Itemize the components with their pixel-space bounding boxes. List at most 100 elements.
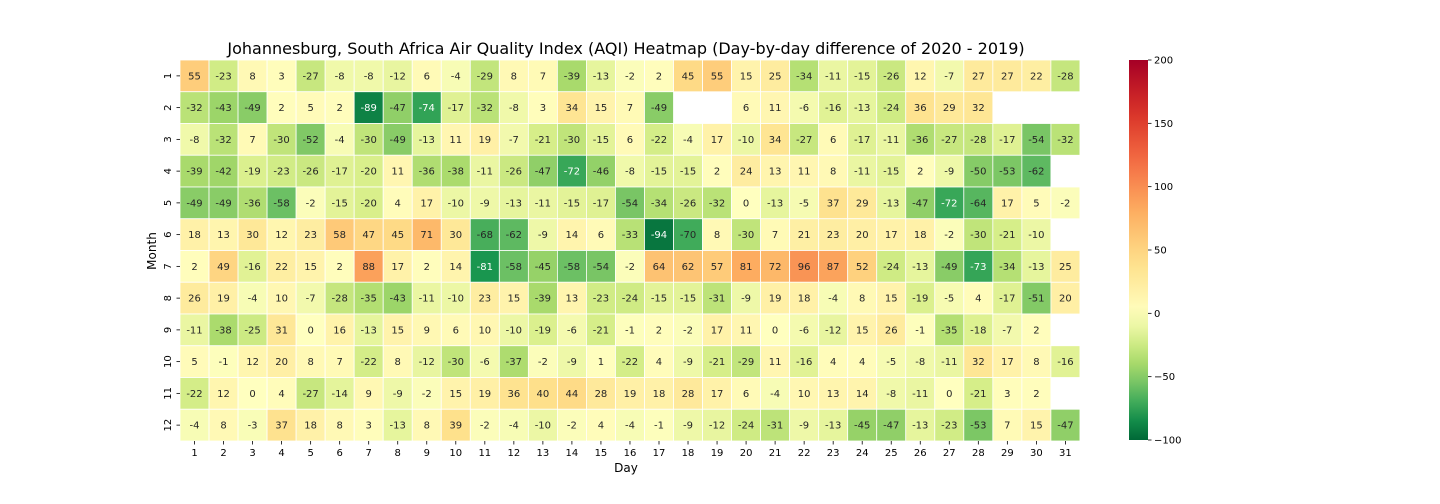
heatmap-cell-label: 14 — [449, 262, 462, 273]
heatmap-cell — [527, 123, 558, 156]
heatmap-cell-label: -22 — [651, 135, 667, 146]
heatmap-cell-label: -17 — [999, 294, 1015, 305]
y-tick-label: 5 — [163, 200, 174, 206]
heatmap-cell-label: -49 — [244, 103, 260, 114]
heatmap-cell-label: 15 — [740, 71, 753, 82]
heatmap-cell-label: -49 — [651, 103, 667, 114]
heatmap-cell-label: -16 — [796, 357, 812, 368]
heatmap-cell-label: 36 — [914, 103, 927, 114]
heatmap-cell — [527, 377, 558, 410]
heatmap-cell-label: -9 — [480, 198, 490, 209]
heatmap-cell-label: 28 — [595, 389, 608, 400]
heatmap-cell-label: 15 — [885, 294, 898, 305]
heatmap-cell — [440, 377, 471, 410]
heatmap-cell — [586, 408, 616, 442]
heatmap-cell — [847, 218, 878, 251]
heatmap-cell-label: 96 — [798, 262, 811, 273]
heatmap-cell-label: -1 — [654, 421, 664, 432]
heatmap-cell-label: 2 — [917, 167, 923, 178]
heatmap-cell-label: 8 — [220, 421, 226, 432]
heatmap-cell — [1050, 59, 1081, 93]
heatmap-cell — [556, 345, 587, 378]
heatmap-cell-label: -15 — [331, 198, 347, 209]
heatmap-cell — [382, 408, 413, 442]
heatmap-cell — [847, 408, 878, 442]
heatmap-cell-label: -20 — [361, 198, 377, 209]
heatmap-cell-label: -81 — [477, 262, 493, 273]
heatmap-cell-label: 36 — [507, 389, 520, 400]
heatmap-cell-label: -8 — [190, 135, 200, 146]
heatmap-cell-label: -20 — [361, 167, 377, 178]
heatmap-cell-label: -94 — [651, 230, 667, 241]
heatmap-cell-label: -54 — [1028, 135, 1044, 146]
heatmap-cell — [644, 154, 674, 188]
heatmap-cell-label: 10 — [275, 294, 288, 305]
heatmap-cell-label: -9 — [393, 389, 403, 400]
heatmap-cell-label: -4 — [509, 421, 519, 432]
heatmap-cell-label: 11 — [740, 325, 753, 336]
heatmap-cell-label: -15 — [564, 198, 580, 209]
heatmap-cell-label: 25 — [769, 71, 782, 82]
heatmap-cell-label: -30 — [361, 135, 377, 146]
heatmap-cell-label: 5 — [307, 103, 313, 114]
heatmap-cell — [644, 313, 674, 347]
heatmap-cell-label: 7 — [249, 135, 255, 146]
heatmap-cell — [208, 123, 239, 156]
heatmap-cell — [847, 377, 878, 410]
x-tick-label: 14 — [566, 448, 579, 459]
heatmap-cell — [963, 59, 994, 93]
y-axis-label: Month — [145, 232, 159, 270]
heatmap-cell — [934, 186, 965, 220]
heatmap-cell-label: 10 — [798, 389, 811, 400]
colorbar-gradient — [1129, 60, 1148, 440]
heatmap-cell — [876, 377, 907, 410]
heatmap-cell-label: 3 — [366, 421, 372, 432]
heatmap-cell-label: -8 — [364, 71, 374, 82]
heatmap-cell-label: -49 — [941, 262, 957, 273]
heatmap-cell-label: -38 — [448, 167, 464, 178]
heatmap-cell — [789, 123, 820, 156]
x-tick-label: 13 — [537, 448, 550, 459]
heatmap-cell — [556, 59, 587, 93]
heatmap-cell — [934, 250, 965, 283]
heatmap-cell-label: -89 — [361, 103, 377, 114]
heatmap-cell — [934, 377, 965, 410]
heatmap-cell-label: -32 — [215, 135, 231, 146]
heatmap-cell — [789, 281, 820, 315]
heatmap-cell-label: -3 — [248, 421, 258, 432]
heatmap-cell — [673, 123, 703, 156]
heatmap-cell-label: 6 — [627, 135, 633, 146]
y-tick-label: 4 — [163, 168, 174, 174]
heatmap-cell-label: 2 — [714, 167, 720, 178]
heatmap-cell-label: 21 — [798, 230, 811, 241]
heatmap-cell-label: -13 — [390, 421, 406, 432]
heatmap-cell-label: -62 — [1028, 167, 1044, 178]
x-tick-label: 29 — [1001, 448, 1014, 459]
heatmap-cell-label: -23 — [215, 71, 231, 82]
heatmap-cell-label: 11 — [798, 167, 811, 178]
heatmap-cell-label: 4 — [859, 357, 865, 368]
heatmap-cell-label: 3 — [540, 103, 546, 114]
heatmap-cell-label: 3 — [278, 71, 284, 82]
heatmap-cell-label: -2 — [567, 421, 577, 432]
x-axis-ticks: 1 2 3 4 5 6 7 8 9 10 11 12 13 14 15 16 17 18 19 20 21 22 23 24 2… — [191, 441, 1072, 459]
heatmap-cell-label: -13 — [912, 421, 928, 432]
heatmap-cell — [556, 91, 587, 124]
x-tick-label: 26 — [914, 448, 927, 459]
heatmap-cell-label: 19 — [769, 294, 782, 305]
x-tick-label: 15 — [595, 448, 608, 459]
x-tick-label: 7 — [366, 448, 372, 459]
heatmap-cell-label: 12 — [914, 71, 927, 82]
heatmap-cell-label: -11 — [477, 167, 493, 178]
heatmap-cell — [731, 186, 762, 220]
x-tick-label: 6 — [336, 448, 342, 459]
x-tick-label: 24 — [856, 448, 869, 459]
x-tick-label: 22 — [798, 448, 811, 459]
heatmap-cell-label: 8 — [249, 71, 255, 82]
heatmap-cell-label: 17 — [711, 135, 724, 146]
heatmap-cell — [411, 154, 442, 188]
heatmap-cell-label: 16 — [333, 325, 346, 336]
heatmap-cell-label: -45 — [535, 262, 551, 273]
heatmap-cell — [1021, 408, 1052, 442]
x-tick-label: 18 — [682, 448, 695, 459]
